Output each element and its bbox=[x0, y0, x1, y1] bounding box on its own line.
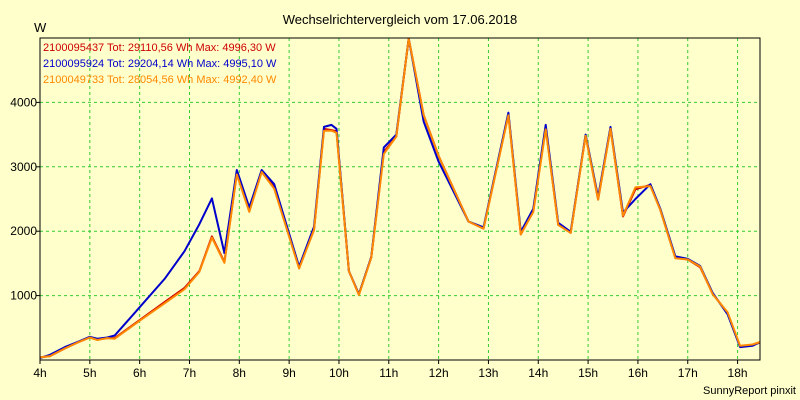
series-lines bbox=[39, 37, 761, 360]
plot-frame bbox=[39, 37, 761, 361]
y-tick-label: 1000 bbox=[10, 289, 37, 303]
legend-entry-2: 2100095924 Tot: 29204,14 Wh Max: 4995,10… bbox=[43, 58, 277, 70]
plot-area bbox=[39, 37, 761, 361]
series-line-3 bbox=[39, 37, 761, 359]
legend-entry-3: 2100049733 Tot: 28054,56 Wh Max: 4992,40… bbox=[43, 74, 277, 86]
x-tick-label: 4h bbox=[33, 366, 46, 380]
x-tick-label: 10h bbox=[329, 366, 349, 380]
y-tick-label: 4000 bbox=[10, 95, 37, 109]
y-axis-unit-label: W bbox=[34, 20, 47, 35]
x-tick-label: 5h bbox=[83, 366, 96, 380]
legend: 2100095437 Tot: 29110,56 Wh Max: 4996,30… bbox=[43, 42, 277, 86]
x-tick-label: 18h bbox=[728, 366, 748, 380]
x-tick-label: 14h bbox=[528, 366, 548, 380]
x-tick-label: 13h bbox=[478, 366, 498, 380]
x-tick-label: 12h bbox=[429, 366, 449, 380]
x-tick-label: 15h bbox=[578, 366, 598, 380]
x-tick-label: 6h bbox=[133, 366, 146, 380]
x-tick-label: 7h bbox=[183, 366, 196, 380]
x-tick-label: 17h bbox=[678, 366, 698, 380]
y-tick-label: 3000 bbox=[10, 160, 37, 174]
x-tick-label: 8h bbox=[233, 366, 246, 380]
x-tick-label: 9h bbox=[282, 366, 295, 380]
y-axis-ticks: 1000 2000 3000 4000 bbox=[10, 95, 40, 303]
y-tick-label: 2000 bbox=[10, 224, 37, 238]
chart-title: Wechselrichtervergleich vom 17.06.2018 bbox=[283, 12, 518, 27]
footer-credit: SunnyReport pinxit bbox=[703, 385, 796, 397]
legend-entry-1: 2100095437 Tot: 29110,56 Wh Max: 4996,30… bbox=[43, 42, 276, 54]
x-tick-label: 11h bbox=[379, 366, 398, 380]
x-axis-ticks: 4h 5h 6h 7h 8h 9h 10h 11h 12h 13h 14h 15h 16h 17h 18h bbox=[33, 360, 748, 380]
x-tick-label: 16h bbox=[628, 366, 648, 380]
